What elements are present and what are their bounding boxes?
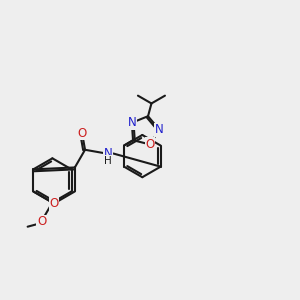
Text: N: N [155, 123, 164, 136]
Text: O: O [77, 127, 87, 140]
Text: N: N [103, 147, 112, 160]
Text: O: O [37, 215, 46, 229]
Text: N: N [128, 116, 136, 129]
Text: O: O [146, 138, 154, 151]
Text: H: H [104, 156, 112, 166]
Text: O: O [50, 197, 59, 210]
